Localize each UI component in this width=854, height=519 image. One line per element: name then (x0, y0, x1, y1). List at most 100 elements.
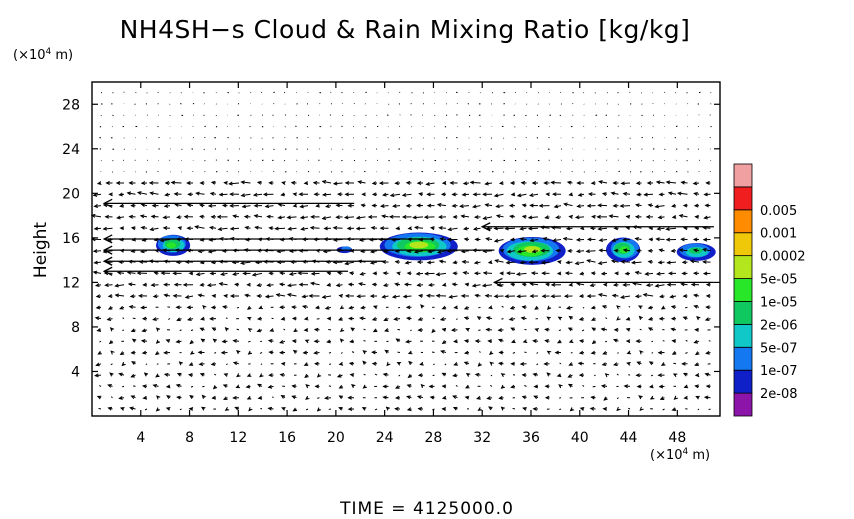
wind-vector (682, 294, 688, 299)
colorbar-swatch (733, 255, 753, 279)
wind-vector (648, 237, 654, 242)
wind-vector (694, 373, 700, 378)
wind-vector (94, 373, 102, 378)
wind-vector (620, 295, 631, 299)
wind-vector (300, 226, 309, 231)
y-tick-label: 16 (62, 231, 80, 247)
wind-vector (511, 339, 516, 344)
wind-vector (430, 226, 435, 231)
wind-vector (682, 372, 688, 377)
wind-vector (428, 282, 435, 287)
wind-vector (150, 214, 159, 219)
wind-vector (670, 305, 677, 309)
wind-vector (608, 214, 619, 219)
wind-vector (392, 204, 401, 208)
plot-frame (91, 81, 721, 417)
wind-vector (620, 259, 631, 264)
wind-vector (678, 248, 688, 253)
wind-vector (305, 408, 309, 411)
wind-vector (212, 385, 218, 390)
wind-vector (141, 350, 148, 355)
wind-vector (499, 271, 504, 276)
wind-vector (558, 384, 563, 389)
wind-vector (186, 181, 194, 185)
x-tick-label: 20 (327, 430, 345, 446)
wind-vector (156, 395, 161, 400)
wind-vector (291, 384, 297, 389)
wind-vector (705, 181, 711, 185)
wind-vector (220, 272, 228, 276)
wind-vector (696, 315, 701, 321)
colorbar-swatch (733, 301, 753, 325)
wind-vector (694, 362, 700, 367)
wind-vector (141, 328, 148, 333)
wind-vector (464, 384, 470, 389)
wind-vector (452, 406, 458, 411)
wind-vector (472, 204, 481, 209)
wind-vector (266, 283, 274, 287)
wind-vector (382, 384, 389, 389)
wind-vector (188, 362, 194, 366)
wind-vector (190, 385, 194, 388)
wind-vector (666, 260, 677, 265)
wind-vector (512, 374, 516, 376)
wind-vector (628, 407, 631, 410)
wind-vector (163, 203, 171, 208)
wind-vector (656, 271, 665, 276)
wind-vector (645, 283, 654, 288)
wind-vector (422, 92, 425, 94)
wind-vector (634, 237, 642, 241)
wind-vector (152, 317, 159, 322)
wind-vector (403, 282, 412, 287)
wind-vector (173, 282, 182, 287)
wind-vector (212, 338, 218, 343)
wind-vector (544, 282, 550, 287)
wind-vector (498, 350, 504, 355)
wind-vector (612, 203, 619, 208)
wind-vector (658, 248, 665, 253)
wind-vector (453, 305, 458, 310)
wind-vector (517, 249, 527, 254)
wind-vector (102, 226, 113, 231)
wind-vector (297, 271, 309, 276)
wind-vector (616, 373, 619, 376)
wind-vector (268, 373, 274, 378)
wind-vector (416, 181, 424, 186)
x-tick-label: 4 (136, 430, 145, 446)
wind-vector (360, 203, 366, 208)
colorbar-swatch (733, 278, 753, 302)
wind-vector (598, 180, 608, 184)
x-tick-label: 12 (229, 430, 247, 446)
wind-vector (673, 395, 678, 400)
wind-vector (179, 329, 182, 332)
wind-vector (558, 329, 562, 332)
wind-vector (553, 204, 562, 209)
wind-vector (438, 259, 447, 264)
wind-vector (206, 283, 217, 288)
wind-vector (195, 272, 205, 277)
wind-vector (628, 305, 631, 308)
wind-vector (369, 294, 378, 299)
wind-vector (598, 238, 608, 243)
wind-vector (257, 395, 263, 400)
wind-vector (597, 203, 608, 208)
wind-vector (455, 384, 458, 387)
wind-vector (155, 327, 161, 332)
wind-vector (426, 260, 435, 265)
wind-vector (626, 361, 631, 366)
y-axis-title: Height (31, 222, 51, 279)
wind-vector (416, 203, 424, 208)
wind-vector (479, 136, 481, 139)
wind-vector (705, 305, 711, 310)
wind-vector (119, 226, 125, 231)
wind-vector (634, 270, 642, 275)
wind-vector (485, 327, 493, 332)
wind-vector (176, 395, 182, 400)
wind-vector (92, 249, 102, 254)
wind-vector (163, 372, 171, 377)
wind-vector (162, 215, 171, 220)
wind-vector (694, 351, 700, 356)
wind-vector (436, 249, 447, 254)
wind-vector (343, 215, 355, 220)
wind-vector (389, 193, 401, 198)
